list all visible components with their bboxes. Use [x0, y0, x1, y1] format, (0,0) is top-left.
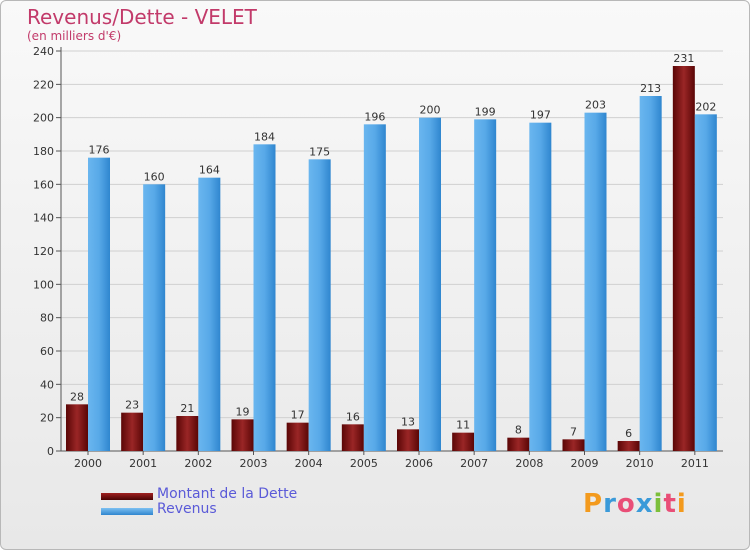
bar-revenue-label: 200	[420, 104, 441, 117]
x-tick-label: 2011	[681, 457, 709, 470]
bar-revenue-label: 184	[254, 130, 275, 143]
logo-letter: P	[583, 489, 604, 519]
logo-letter: x	[635, 489, 654, 519]
bar-debt-label: 231	[673, 52, 694, 65]
bar-debt-label: 21	[180, 402, 194, 415]
bar-revenue-label: 160	[144, 170, 165, 183]
y-tick-label: 20	[40, 412, 54, 425]
logo-letter: i	[653, 489, 664, 519]
bar-debt-label: 7	[570, 425, 577, 438]
y-tick-label: 40	[40, 378, 54, 391]
bar-debt	[562, 439, 585, 451]
legend-label-debt: Montant de la Dette	[157, 486, 298, 502]
y-tick-label: 140	[33, 212, 54, 225]
bar-revenue	[198, 177, 221, 451]
bar-debt-label: 16	[346, 410, 360, 423]
y-tick-label: 80	[40, 312, 54, 325]
x-tick-label: 2000	[74, 457, 102, 470]
bar-debt	[617, 441, 640, 451]
bar-debt	[121, 412, 144, 451]
bar-debt	[231, 419, 254, 451]
bar-revenue	[253, 144, 276, 452]
bar-revenue	[88, 157, 110, 451]
x-tick-label: 2005	[350, 457, 378, 470]
y-tick-label: 60	[40, 345, 54, 358]
bar-debt	[397, 429, 419, 451]
y-tick-label: 180	[33, 145, 54, 158]
bar-revenue	[474, 119, 497, 451]
bar-debt-label: 8	[515, 424, 522, 437]
y-tick-label: 120	[33, 245, 54, 258]
bar-revenue	[363, 124, 386, 451]
legend-swatch-revenue	[101, 508, 153, 515]
bar-debt	[286, 422, 309, 451]
bar-debt-label: 19	[236, 405, 250, 418]
bar-revenue	[584, 112, 607, 452]
x-tick-label: 2001	[129, 457, 157, 470]
y-tick-label: 220	[33, 78, 54, 91]
legend-swatch-debt	[101, 493, 153, 500]
bar-revenue-label: 202	[695, 100, 716, 113]
y-tick-label: 160	[33, 178, 54, 191]
x-tick-label: 2008	[515, 457, 543, 470]
y-tick-label: 200	[33, 112, 54, 125]
y-tick-label: 0	[47, 445, 54, 458]
bar-debt	[176, 416, 199, 451]
x-tick-label: 2003	[240, 457, 268, 470]
logo-letter: i	[676, 489, 687, 519]
bar-debt	[66, 404, 88, 451]
x-tick-label: 2006	[405, 457, 433, 470]
logo-letter: o	[616, 489, 636, 519]
x-tick-label: 2004	[295, 457, 323, 470]
y-tick-label: 100	[33, 278, 54, 291]
y-tick-label: 240	[33, 45, 54, 58]
bar-revenue-label: 164	[199, 164, 220, 177]
chart-title: Revenus/Dette - VELET	[27, 5, 257, 29]
legend-label-revenue: Revenus	[157, 501, 217, 517]
chart-subtitle: (en milliers d'€)	[27, 29, 122, 43]
bar-revenue	[529, 122, 552, 452]
x-tick-label: 2009	[571, 457, 599, 470]
bar-debt-label: 17	[291, 409, 305, 422]
logo-letter: r	[603, 489, 617, 519]
bar-revenue-label: 213	[640, 82, 661, 95]
bar-debt	[672, 66, 695, 451]
bar-revenue-label: 197	[530, 109, 551, 122]
x-tick-label: 2002	[184, 457, 212, 470]
bar-debt	[341, 424, 364, 451]
x-tick-label: 2010	[626, 457, 654, 470]
bar-debt-label: 13	[401, 415, 415, 428]
bar-revenue-label: 196	[364, 110, 385, 123]
bar-revenue	[419, 117, 441, 452]
logo-letter: t	[663, 489, 677, 519]
bar-revenue	[694, 114, 717, 451]
bar-revenue-label: 176	[89, 144, 110, 157]
bar-debt-label: 6	[625, 427, 632, 440]
bar-revenue-label: 203	[585, 99, 606, 112]
bar-revenue	[308, 159, 331, 452]
bar-debt-label: 23	[125, 399, 139, 412]
bar-debt	[452, 432, 475, 451]
bar-debt-label: 28	[70, 390, 84, 403]
bar-revenue-label: 175	[309, 145, 330, 158]
bar-revenue	[639, 96, 662, 451]
bar-revenue-label: 199	[475, 105, 496, 118]
bar-revenue	[143, 184, 166, 452]
x-tick-label: 2007	[460, 457, 488, 470]
bar-debt	[507, 437, 530, 451]
bar-debt-label: 11	[456, 419, 470, 432]
proxiti-logo: Proxiti	[583, 489, 687, 519]
